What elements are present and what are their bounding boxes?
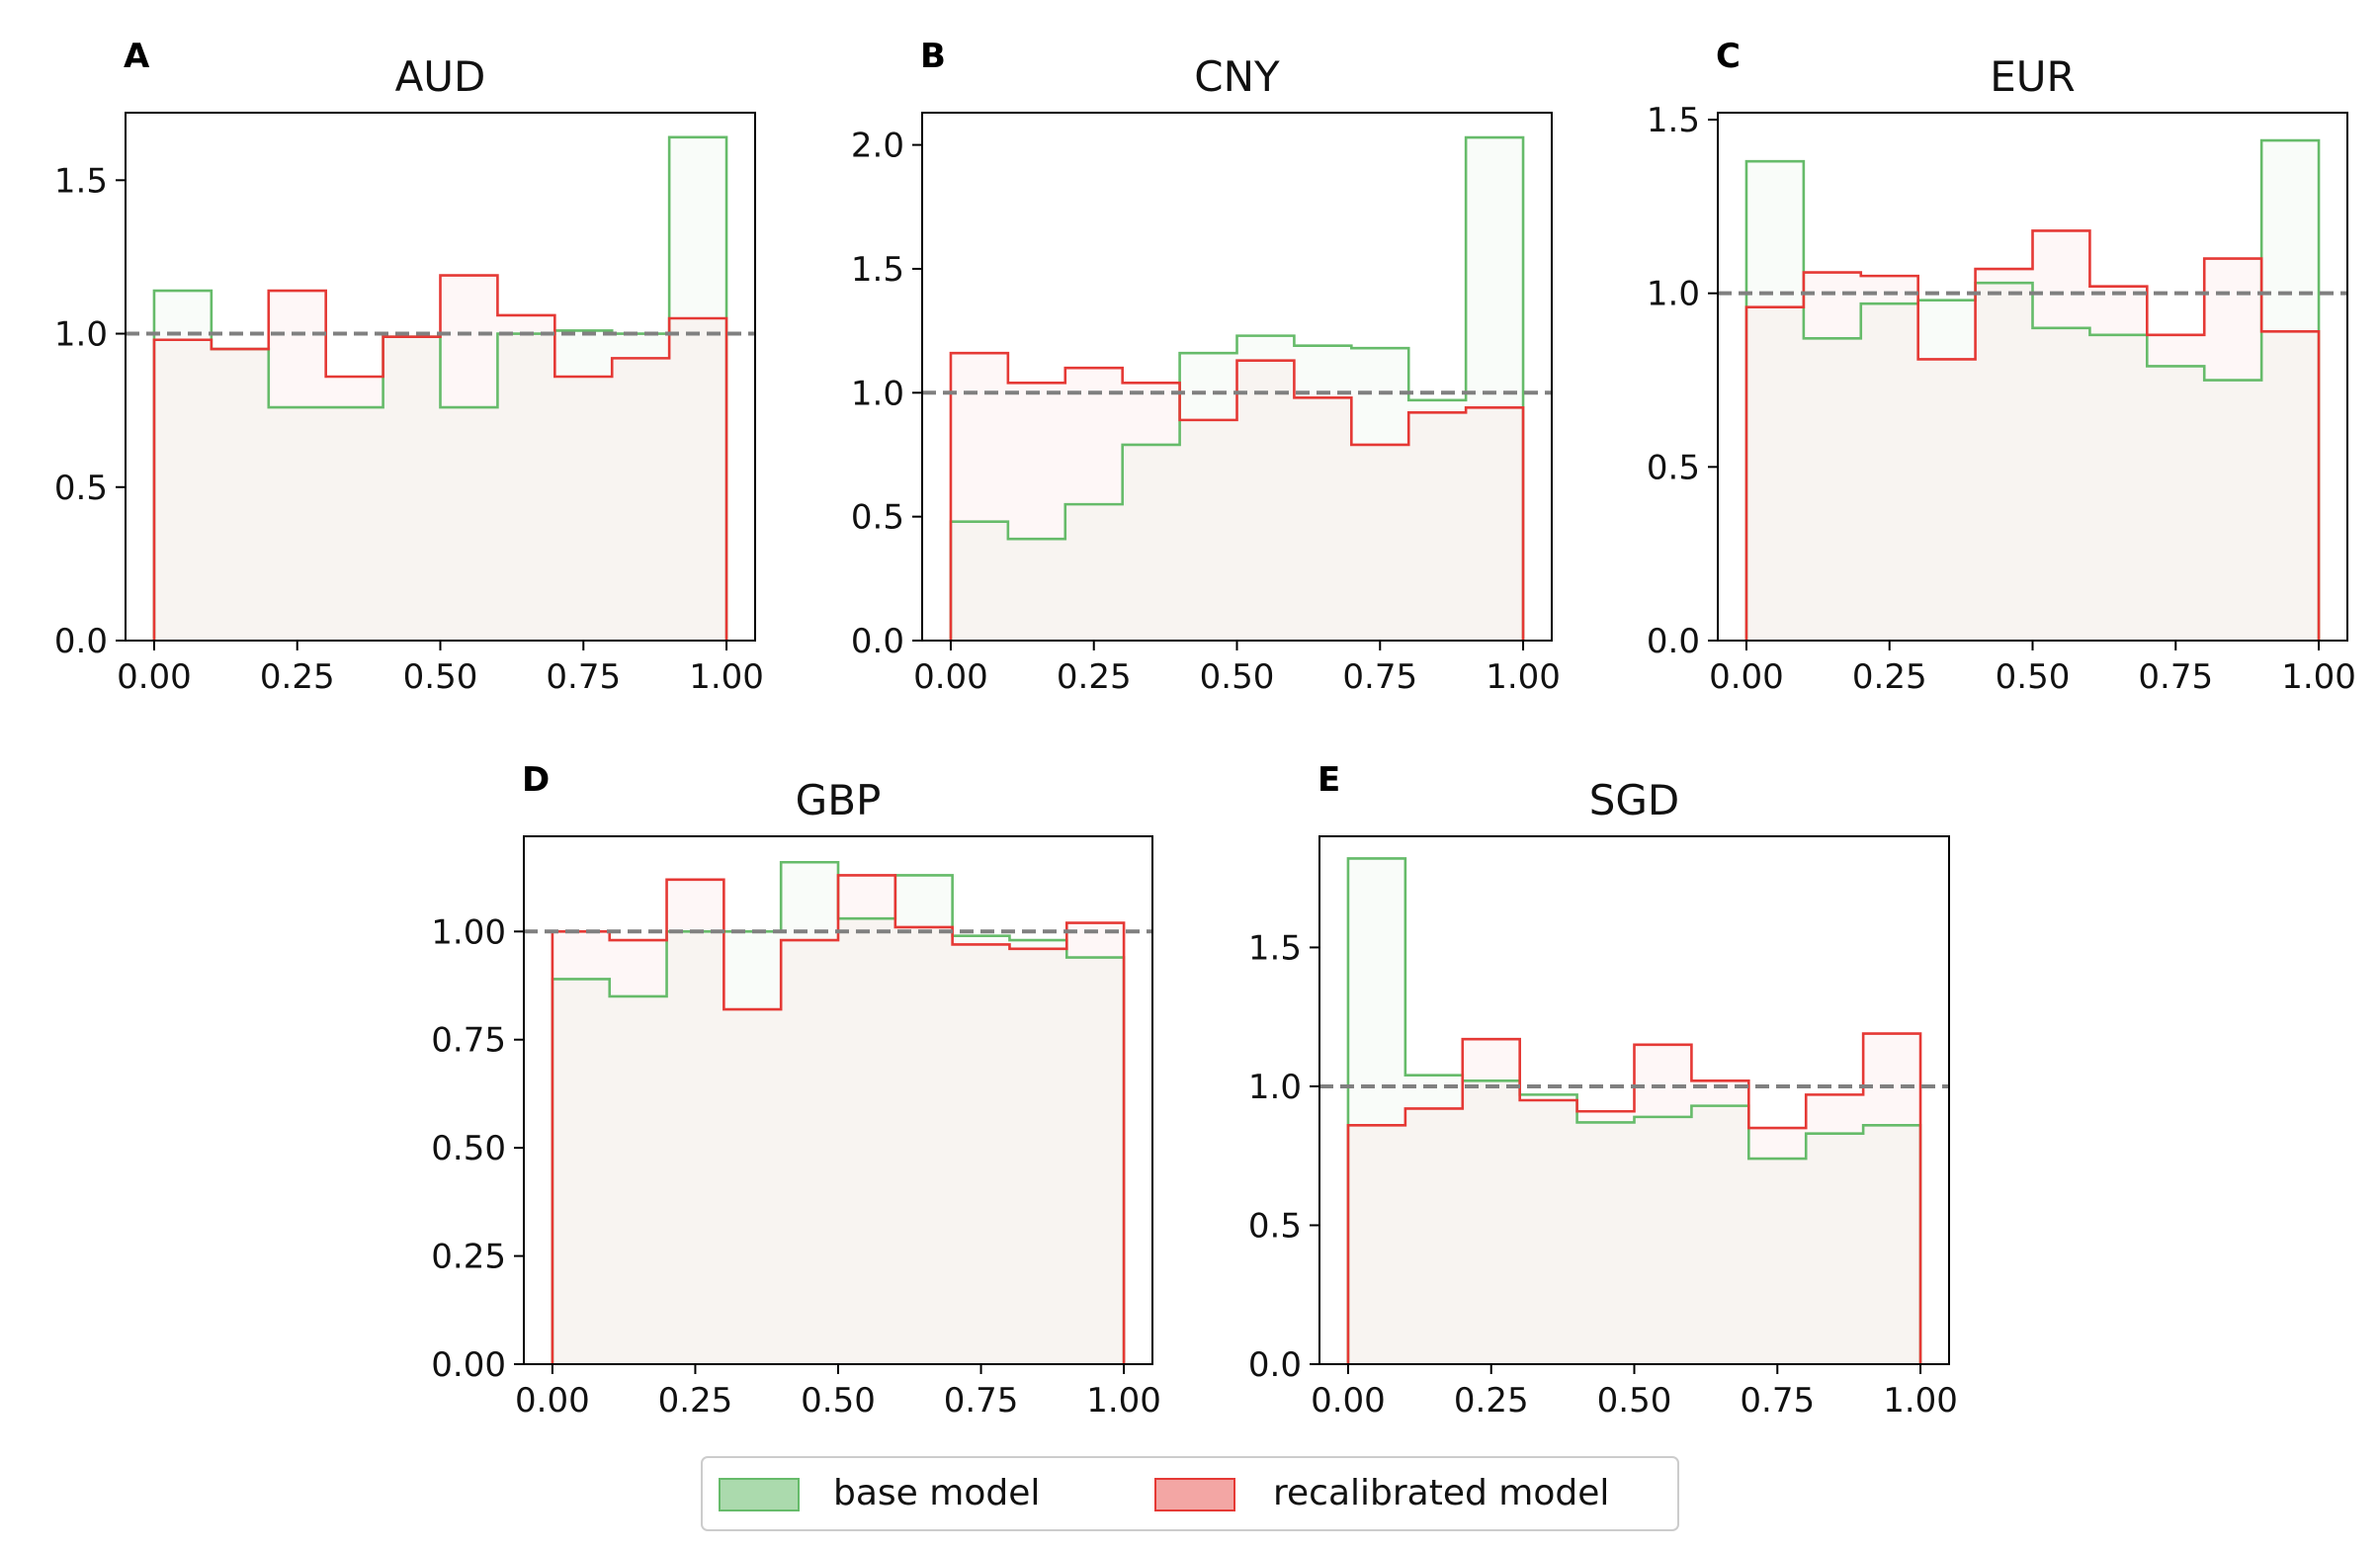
panel-sgd: 0.00 0.25 0.50 0.75 1.00 0.0 0.5 1.0 1.5 SGD E (1248, 760, 1958, 1421)
gbp-panel-label: D (522, 760, 550, 800)
cny-x-tick-label: 0.00 (913, 657, 988, 697)
aud-x-tick-label: 1.00 (689, 657, 764, 697)
gbp-base-fill (552, 862, 1125, 1364)
sgd-x-tick-label: 0.75 (1740, 1381, 1815, 1421)
aud-y-tick-label: 1.5 (54, 161, 108, 201)
gbp-title: GBP (796, 776, 882, 824)
gbp-y-tick-label: 0.25 (431, 1238, 506, 1277)
eur-y-tick-label: 0.0 (1647, 622, 1700, 661)
sgd-x-tick-label: 0.50 (1597, 1381, 1672, 1421)
panels: 0.00 0.25 0.50 0.75 1.000.00.51.01.5AUDA0.00… (54, 37, 2356, 1421)
aud-x-tick-label: 0.75 (546, 657, 621, 697)
sgd-panel-label: E (1318, 760, 1340, 800)
aud-x-tick-label: 0.50 (403, 657, 478, 697)
aud-y-tick-label: 1.0 (54, 315, 108, 355)
eur-title: EUR (1990, 52, 2075, 101)
legend-label-base: base model (833, 1473, 1040, 1513)
cny-title: CNY (1194, 52, 1280, 101)
eur-y-tick-label: 1.5 (1647, 101, 1700, 140)
cny-x-tick-label: 0.25 (1057, 657, 1132, 697)
gbp-x-tick-label: 0.25 (658, 1381, 733, 1421)
cny-x-tick-label: 0.75 (1342, 657, 1417, 697)
eur-x-tick-label: 0.00 (1709, 657, 1784, 697)
sgd-base-fill (1347, 858, 1921, 1364)
gbp-x-tick-label: 0.00 (515, 1381, 590, 1421)
cny-x-tick-label: 1.00 (1486, 657, 1561, 697)
eur-y-tick-label: 0.5 (1647, 448, 1700, 487)
aud-title: AUD (395, 52, 486, 101)
sgd-y-tick-label: 0.5 (1248, 1206, 1302, 1246)
eur-x-tick-label: 1.00 (2281, 657, 2356, 697)
gbp-x-tick-label: 1.00 (1086, 1381, 1161, 1421)
legend-swatch-base (719, 1478, 800, 1511)
sgd-x-tick-label: 0.00 (1311, 1381, 1386, 1421)
sgd-y-tick-label: 0.0 (1248, 1345, 1302, 1385)
eur-panel-label: C (1716, 37, 1741, 76)
sgd-y-tick-label: 1.0 (1248, 1068, 1302, 1107)
eur-base-step (1744, 138, 2321, 641)
sgd-x-tick-label: 1.00 (1883, 1381, 1958, 1421)
cny-y-tick-label: 1.5 (851, 250, 904, 290)
eur-y-tick-label: 1.0 (1647, 275, 1700, 314)
aud-y-tick-label: 0.0 (54, 622, 108, 661)
eur-recalibrated-step (1744, 229, 2321, 641)
sgd-title: SGD (1589, 776, 1680, 824)
aud-recalibrated-fill (153, 275, 727, 641)
cny-y-tick-label: 2.0 (851, 127, 904, 166)
cny-base-step (949, 135, 1525, 641)
gbp-y-tick-label: 1.00 (431, 912, 506, 952)
gbp-x-tick-label: 0.75 (944, 1381, 1019, 1421)
gbp-y-tick-label: 0.75 (431, 1021, 506, 1061)
panel-gbp: 0.00 0.25 0.50 0.75 1.00 0.00 0.25 0.50 0.75 1.00… (431, 760, 1161, 1421)
eur-x-tick-label: 0.25 (1852, 657, 1927, 697)
legend-label-recalibrated: recalibrated model (1273, 1473, 1609, 1513)
sgd-base-step (1346, 857, 1922, 1364)
panel-aud: 0.00 0.25 0.50 0.75 1.00 0.0 0.5 1.0 1.5 AUD A (54, 37, 764, 697)
cny-recalibrated-fill (950, 353, 1524, 641)
eur-x-tick-label: 0.50 (1996, 657, 2071, 697)
cny-y-tick-label: 0.5 (851, 498, 904, 538)
gbp-y-tick-label: 0.50 (431, 1129, 506, 1168)
cny-x-tick-label: 0.50 (1200, 657, 1275, 697)
sgd-y-tick-label: 1.5 (1248, 928, 1302, 968)
eur-recalibrated-fill (1745, 230, 2320, 641)
sgd-recalibrated-step (1346, 1032, 1922, 1364)
cny-y-tick-label: 0.0 (851, 622, 904, 661)
gbp-recalibrated-fill (552, 875, 1125, 1364)
aud-recalibrated-step (152, 274, 728, 641)
panel-eur: 0.00 0.25 0.50 0.75 1.00 0.0 0.5 1.0 1.5 EUR C (1647, 37, 2356, 697)
sgd-recalibrated-fill (1347, 1033, 1921, 1364)
eur-x-tick-label: 0.75 (2138, 657, 2213, 697)
gbp-y-tick-label: 0.00 (431, 1345, 506, 1385)
gbp-recalibrated-step (551, 874, 1126, 1364)
aud-x-tick-label: 0.00 (117, 657, 192, 697)
gbp-x-tick-label: 0.50 (801, 1381, 876, 1421)
eur-base-fill (1745, 140, 2320, 641)
cny-panel-label: B (920, 37, 946, 76)
aud-x-tick-label: 0.25 (260, 657, 335, 697)
legend: base model recalibrated model (701, 1456, 1679, 1531)
legend-swatch-recalibrated (1154, 1478, 1235, 1511)
sgd-x-tick-label: 0.25 (1454, 1381, 1529, 1421)
cny-recalibrated-step (949, 351, 1525, 641)
aud-panel-label: A (124, 37, 150, 76)
cny-y-tick-label: 1.0 (851, 374, 904, 413)
legend-frame (701, 1456, 1679, 1531)
aud-y-tick-label: 0.5 (54, 469, 108, 508)
panel-cny: 0.00 0.25 0.50 0.75 1.00 0.0 0.5 1.0 1.5 2.0 CNY B (851, 37, 1561, 697)
